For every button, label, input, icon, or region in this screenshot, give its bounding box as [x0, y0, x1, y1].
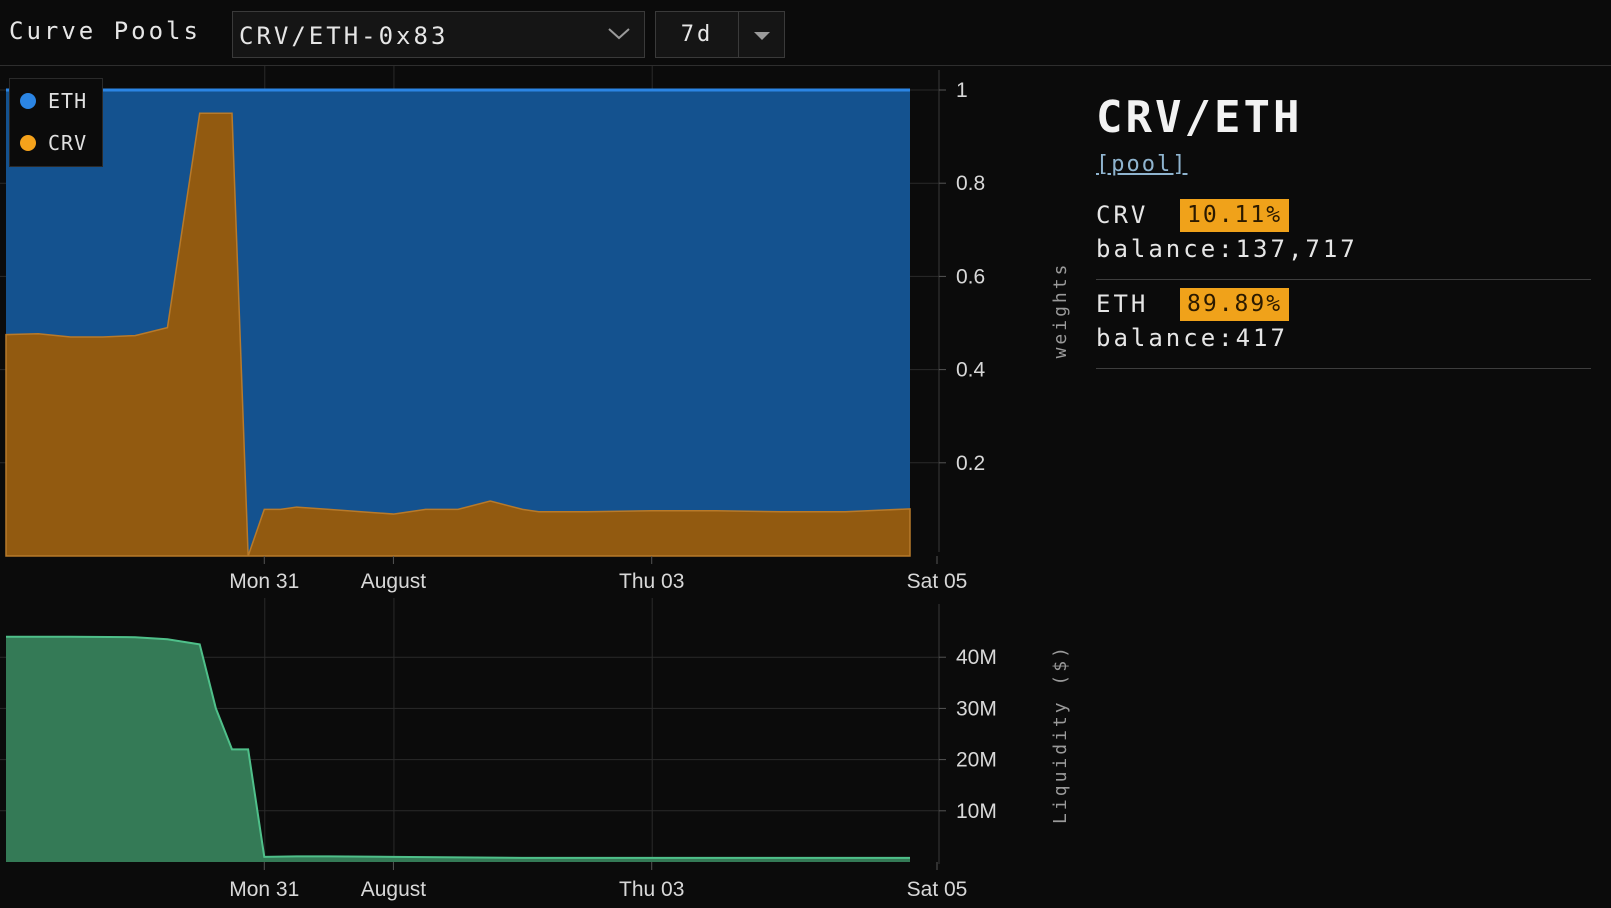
x-tick-label: Thu 03 [619, 570, 684, 593]
pool-info-panel: CRV/ETH [pool] CRV 10.11% balance:137,71… [1096, 90, 1591, 369]
token-row-eth: ETH 89.89% balance:417 [1096, 280, 1591, 369]
liquidity-chart[interactable]: 10M 20M 30M 40M Mon 31 August Thu 03 Sat 05 Li… [0, 598, 1080, 908]
token-symbol: CRV [1096, 201, 1149, 229]
token-balance: balance:417 [1096, 324, 1288, 352]
range-select-value: 7d [656, 12, 739, 57]
y-tick-label: 10M [956, 800, 997, 823]
x-tick-label: Thu 03 [619, 878, 684, 901]
chevron-down-icon [608, 28, 630, 40]
pool-link[interactable]: [pool] [1096, 152, 1188, 177]
token-weight-badge: 10.11% [1180, 199, 1290, 232]
y-tick-label: 20M [956, 749, 997, 772]
y-tick-label: 40M [956, 646, 997, 669]
eth-dot-icon [20, 93, 36, 109]
token-row-crv: CRV 10.11% balance:137,717 [1096, 191, 1591, 280]
legend-item-crv[interactable]: CRV [20, 131, 87, 157]
token-weight-badge: 89.89% [1180, 288, 1290, 321]
weights-chart[interactable]: 0.2 0.4 0.6 0.8 1 Mon 31 August Thu 03 Sat 05 w… [0, 66, 1080, 596]
liquidity-line [6, 635, 910, 859]
top-bar: Curve Pools CRV/ETH-0x83 7d [0, 0, 1611, 66]
liquidity-area [6, 636, 910, 862]
y-tick-label: 30M [956, 697, 997, 720]
token-symbol: ETH [1096, 290, 1149, 318]
chart-legend: ETH CRV [9, 78, 103, 167]
token-balance: balance:137,717 [1096, 235, 1358, 263]
range-select[interactable]: 7d [655, 11, 785, 58]
x-tick-label: Mon 31 [229, 570, 299, 593]
x-tick-label: August [361, 878, 427, 901]
y-tick-label: 0.6 [956, 265, 985, 288]
pool-select-value: CRV/ETH-0x83 [239, 22, 449, 50]
weights-axis-title: weights [1050, 262, 1071, 359]
pair-title: CRV/ETH [1096, 92, 1303, 143]
caret-down-icon[interactable] [739, 12, 785, 57]
x-tick-label: Mon 31 [229, 878, 299, 901]
app-title: Curve Pools [9, 17, 201, 45]
y-tick-label: 0.2 [956, 452, 985, 475]
pool-select[interactable]: CRV/ETH-0x83 [232, 11, 645, 58]
x-tick-label: Sat 05 [907, 570, 968, 593]
x-tick-label: August [361, 570, 427, 593]
legend-label-eth: ETH [48, 89, 88, 113]
y-tick-label: 0.8 [956, 172, 985, 195]
liquidity-axis-title: Liquidity ($) [1050, 644, 1071, 824]
x-tick-label: Sat 05 [907, 878, 968, 901]
legend-item-eth[interactable]: ETH [20, 89, 87, 115]
crv-weight-area [5, 112, 911, 557]
y-tick-label: 1 [956, 79, 968, 102]
crv-dot-icon [20, 135, 36, 151]
legend-label-crv: CRV [48, 131, 88, 155]
y-tick-label: 0.4 [956, 359, 986, 382]
